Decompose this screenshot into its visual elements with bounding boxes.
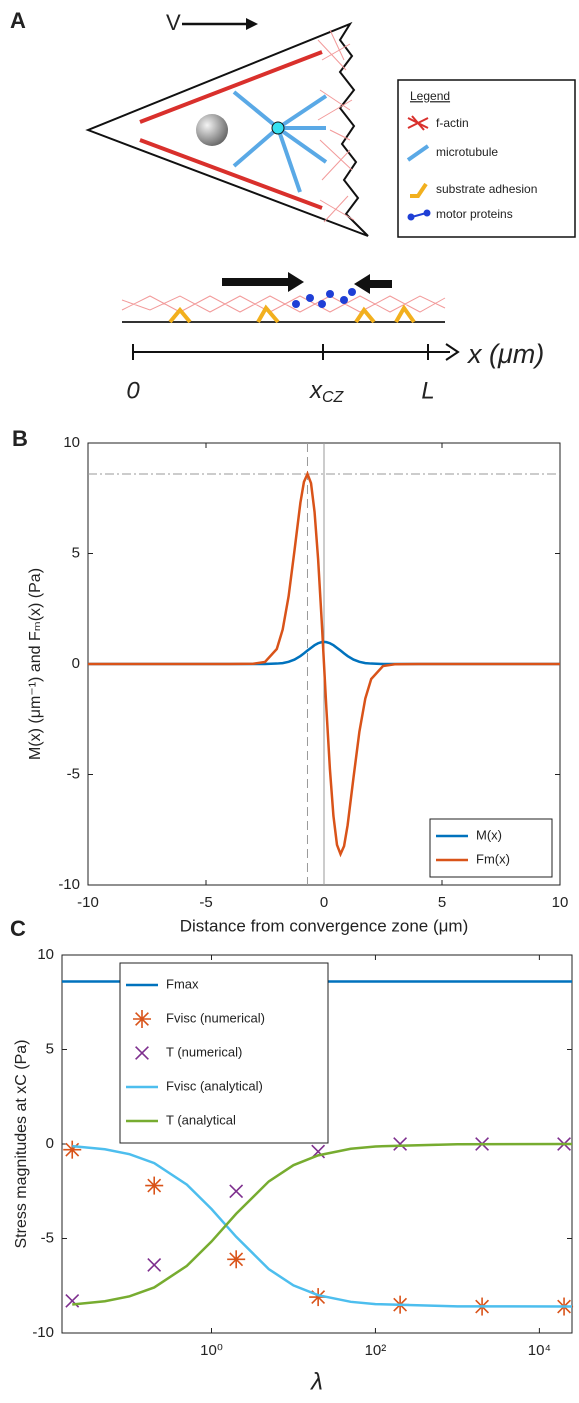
arrow-head bbox=[445, 343, 460, 361]
marker bbox=[229, 1184, 244, 1199]
marker-stroke bbox=[229, 1252, 244, 1267]
panel-label: A bbox=[10, 8, 26, 33]
legend-label: Fvisc (analytical) bbox=[166, 1078, 263, 1093]
panel-label: B bbox=[12, 426, 28, 451]
marker-stroke bbox=[393, 1137, 408, 1151]
adhesions bbox=[168, 304, 416, 324]
marker-stroke bbox=[311, 1290, 326, 1305]
legend-icon bbox=[407, 213, 415, 221]
legend-icon bbox=[410, 182, 428, 198]
x-tick-label: -10 bbox=[77, 894, 99, 911]
velocity-label: V bbox=[166, 10, 181, 35]
axis-label: xCZ bbox=[309, 377, 345, 406]
arrow-head bbox=[246, 18, 258, 30]
legend-label: M(x) bbox=[476, 827, 502, 842]
x-tick-label: -5 bbox=[199, 894, 212, 911]
arrow-head bbox=[288, 272, 304, 292]
x-tick-label: 10⁴ bbox=[528, 1342, 551, 1359]
nucleus bbox=[196, 114, 228, 146]
legend-icon bbox=[423, 209, 431, 217]
y-tick-label: -10 bbox=[32, 1324, 54, 1341]
y-tick-label: -5 bbox=[67, 765, 80, 782]
x-tick-label: 10⁰ bbox=[200, 1342, 223, 1359]
marker-stroke bbox=[135, 1046, 149, 1060]
y-tick-label: -5 bbox=[41, 1229, 54, 1246]
marker-stroke bbox=[135, 1012, 149, 1026]
y-tick-label: -10 bbox=[58, 876, 80, 893]
actin-bundle bbox=[139, 138, 323, 210]
x-tick-label: 5 bbox=[438, 894, 446, 911]
marker-stroke bbox=[147, 1258, 162, 1272]
line-series bbox=[72, 1142, 573, 1306]
motors bbox=[292, 288, 356, 308]
legend-item: substrate adhesion bbox=[436, 182, 537, 196]
y-tick-label: 5 bbox=[46, 1040, 54, 1057]
axis-label: x bbox=[309, 377, 323, 404]
legend-icon bbox=[407, 115, 429, 131]
legend-label: Fm(x) bbox=[476, 851, 510, 866]
legend-label: T (analytical bbox=[166, 1112, 236, 1127]
actin-mesh bbox=[317, 29, 355, 223]
legend-item: microtubule bbox=[436, 145, 498, 159]
legend-box bbox=[119, 962, 329, 1144]
legend-item: f-actin bbox=[436, 116, 469, 130]
legend-label: Fvisc (numerical) bbox=[166, 1010, 265, 1025]
x-tick-label: 10 bbox=[552, 894, 569, 911]
y-tick-label: 10 bbox=[37, 946, 54, 963]
actin-bundle bbox=[139, 50, 323, 124]
actin-mesh bbox=[121, 295, 446, 313]
centrosome bbox=[271, 121, 285, 135]
legend-icon bbox=[406, 144, 430, 162]
x-tick-label: 10² bbox=[365, 1342, 387, 1359]
marker bbox=[147, 1258, 162, 1272]
y-axis-label: M(x) (μm⁻¹) and Fₘ(x) (Pa) bbox=[27, 568, 44, 760]
marker bbox=[135, 1046, 149, 1060]
marker-stroke bbox=[65, 1293, 80, 1308]
y-tick-label: 10 bbox=[63, 434, 80, 451]
line-series bbox=[88, 470, 560, 858]
x-tick-label: 0 bbox=[320, 894, 328, 911]
legend-label: T (numerical) bbox=[166, 1044, 242, 1059]
x-axis-label: Distance from convergence zone (μm) bbox=[180, 916, 469, 935]
axis-label: 0 bbox=[126, 377, 140, 404]
y-tick-label: 0 bbox=[72, 655, 80, 672]
x-axis-label: λ bbox=[309, 1368, 323, 1395]
legend-box bbox=[429, 818, 553, 878]
legend-item: motor proteins bbox=[436, 207, 513, 221]
legend-label: Fmax bbox=[166, 976, 199, 991]
axis-title: x (μm) bbox=[466, 339, 544, 369]
marker bbox=[145, 1176, 164, 1195]
axis-label: L bbox=[421, 377, 434, 404]
y-tick-label: 0 bbox=[46, 1135, 54, 1152]
y-axis-label: Stress magnitudes at xC (Pa) bbox=[13, 1040, 30, 1249]
microtubules bbox=[232, 90, 328, 193]
arrow-head bbox=[354, 274, 370, 294]
panel-label: C bbox=[10, 916, 26, 941]
y-tick-label: 5 bbox=[72, 544, 80, 561]
marker-stroke bbox=[229, 1184, 244, 1199]
marker bbox=[63, 1140, 82, 1159]
marker bbox=[227, 1250, 246, 1269]
axis-ticks bbox=[132, 344, 429, 360]
marker bbox=[393, 1137, 408, 1151]
axis-label-sub: CZ bbox=[322, 389, 345, 406]
line-series bbox=[72, 1144, 573, 1308]
marker-stroke bbox=[147, 1178, 162, 1193]
legend-title: Legend bbox=[410, 89, 450, 103]
marker bbox=[133, 1010, 151, 1028]
